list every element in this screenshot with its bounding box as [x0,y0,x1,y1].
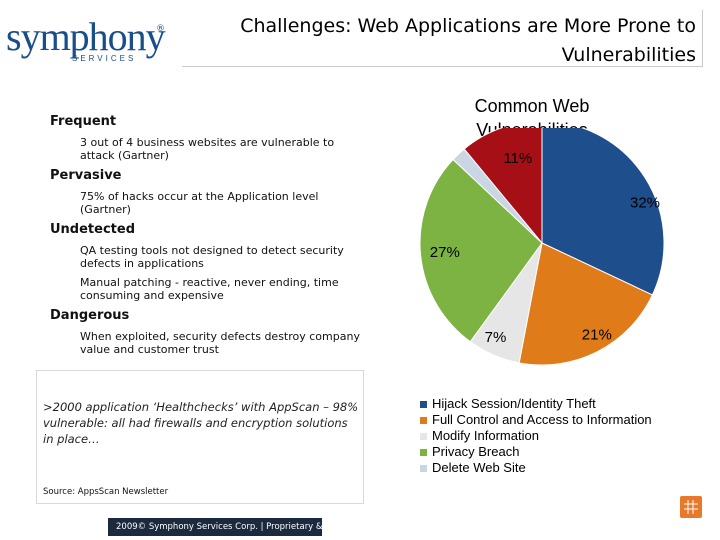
pie-label-0: 32% [630,195,660,212]
grid-icon [684,500,698,514]
quote-box: >2000 application ‘Healthchecks’ with Ap… [36,370,364,504]
pie-slice-5 [463,128,543,245]
slide-title: Challenges: Web Applications are More Pr… [176,12,696,70]
quote-text: >2000 application ‘Healthchecks’ with Ap… [43,400,359,446]
legend-label: Delete Web Site [432,460,526,475]
pie-slice-1 [518,242,654,366]
registered-mark: ® [156,24,165,34]
legend-swatch [420,465,427,473]
pie-label-1: 21% [582,326,612,343]
decor-icon [680,496,702,518]
chart-legend: Hijack Session/Identity Theft Full Contro… [420,396,652,476]
legend-swatch [420,449,427,457]
company-logo: symphony SERVICES ® [6,14,166,66]
legend-label: Full Control and Access to Information [432,412,652,427]
legend-item: Delete Web Site [420,460,652,476]
legend-swatch [420,417,427,425]
legend-swatch [420,401,427,409]
pie-label-4: 2% [415,128,437,130]
legend-item: Privacy Breach [420,444,652,460]
sub-bullet-undetected-2: Manual patching - reactive, never ending… [80,276,339,302]
bullet-dangerous: Dangerous [50,308,130,323]
bullet-pervasive: Pervasive [50,168,122,183]
title-frame [182,10,703,67]
pie-label-2: 7% [485,329,507,346]
legend-label: Hijack Session/Identity Theft [432,396,596,411]
pie-slice-0 [541,128,665,296]
sub-bullet-pervasive-1: 75% of hacks occur at the Application le… [80,190,319,216]
bullet-frequent: Frequent [50,114,117,129]
legend-item: Full Control and Access to Information [420,412,652,428]
legend-item: Hijack Session/Identity Theft [420,396,652,412]
pie-label-5: 11% [503,150,532,167]
footer-bar: 2009© Symphony Services Corp. | Propriet… [108,518,322,536]
bullet-undetected: Undetected [50,222,136,237]
legend-label: Privacy Breach [432,444,520,459]
legend-swatch [420,433,427,441]
sub-bullet-frequent-1: 3 out of 4 business websites are vulnera… [80,136,335,162]
logo-wordmark: symphony [6,14,166,59]
sub-bullet-undetected-1: QA testing tools not designed to detect … [80,244,344,270]
pie-label-3: 27% [430,244,460,261]
pie-slice-3 [419,158,543,343]
legend-label: Modify Information [432,428,539,443]
quote-source: Source: AppsScan Newsletter [43,487,169,497]
bullet-list: Frequent 3 out of 4 business websites ar… [50,108,370,356]
pie-chart: 32% 21% 7% 27% 2% 11% [415,128,665,366]
sub-bullet-dangerous-1: When exploited, security defects destroy… [80,330,360,356]
logo-subtitle: SERVICES [72,54,137,63]
title-line-1: Challenges: Web Applications are More Pr… [240,15,696,37]
legend-item: Modify Information [420,428,652,444]
title-line-2: Vulnerabilities [561,44,696,66]
